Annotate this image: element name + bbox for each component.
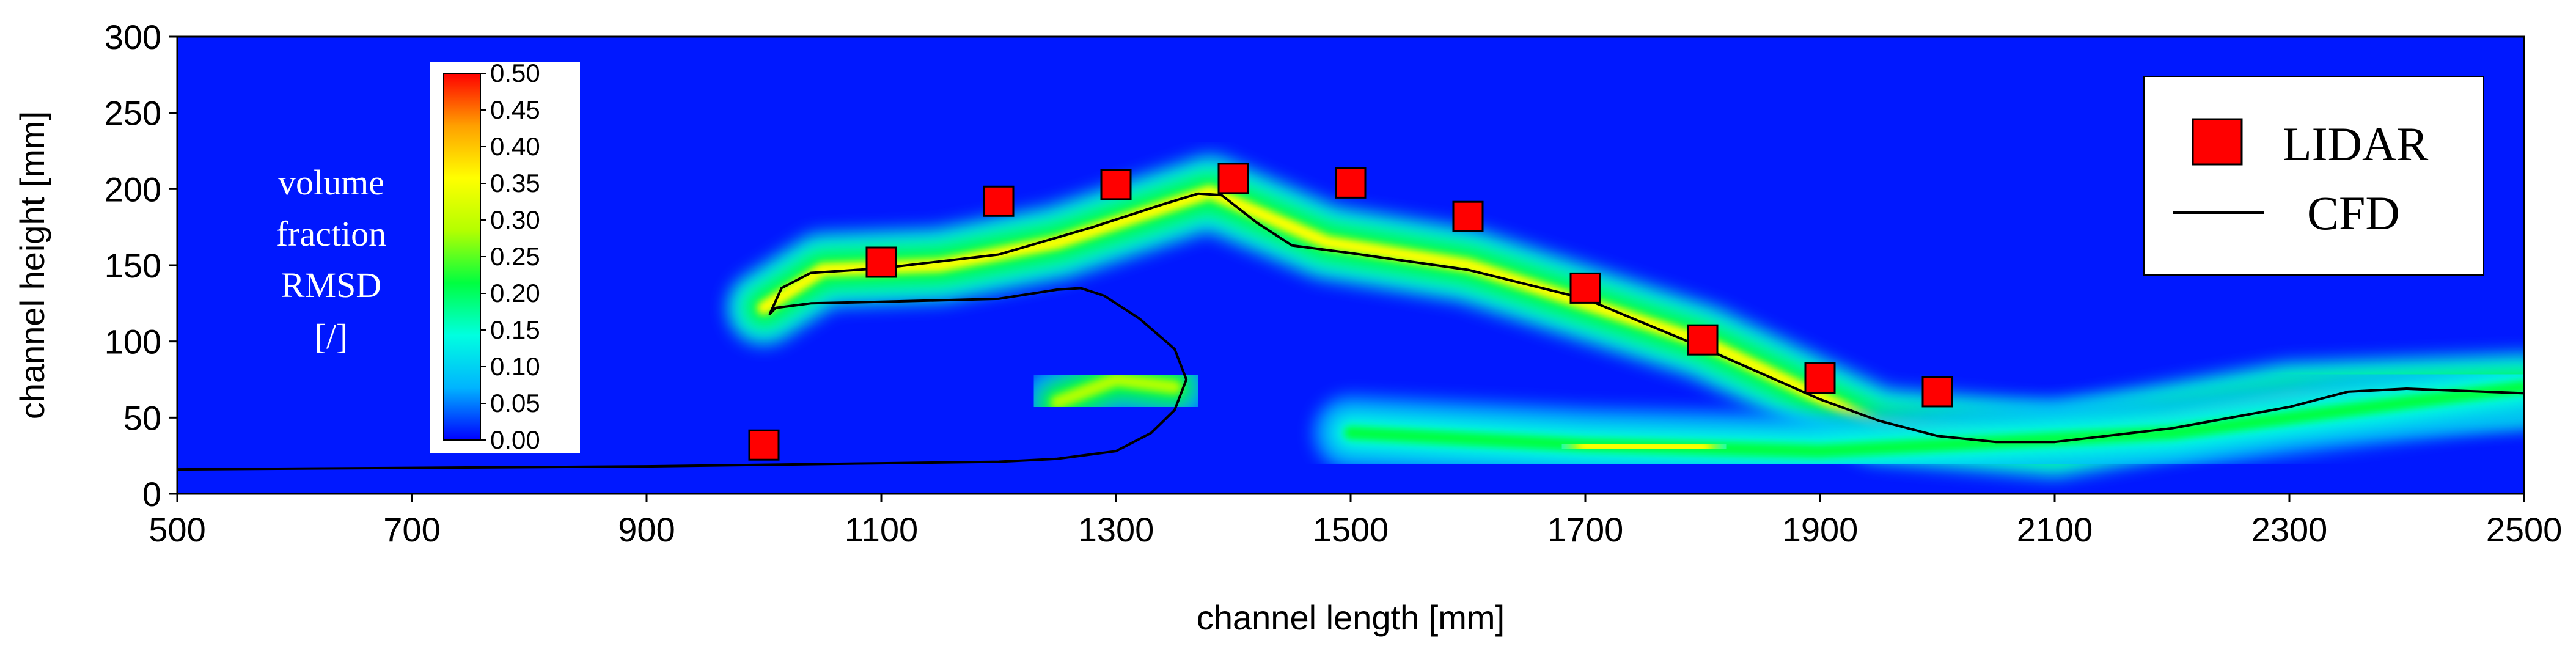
colorbar: 0.50 0.45 0.40 0.35 0.30 0.25 0.20 0.15 0.10 0.05…: [430, 59, 580, 454]
lidar-marker: [983, 185, 1015, 217]
x-tick-label: 700: [383, 510, 440, 549]
colorbar-tick-label: 0.25: [490, 242, 540, 271]
legend-lidar-label: LIDAR: [2283, 117, 2428, 170]
x-tick-label: 1300: [1078, 510, 1154, 549]
colorbar-tick-label: 0.45: [490, 95, 540, 124]
colorbar-tick-label: 0.50: [490, 59, 540, 87]
lidar-marker: [748, 429, 780, 461]
colorbar-tick-label: 0.40: [490, 132, 540, 161]
colorbar-tick-label: 0.00: [490, 425, 540, 454]
lidar-marker: [1569, 272, 1601, 304]
colorbar-ticks: 0.50 0.45 0.40 0.35 0.30 0.25 0.20 0.15 0.10 0.05…: [480, 59, 540, 454]
y-tick-label: 100: [105, 323, 161, 361]
x-tick-label: 900: [618, 510, 675, 549]
x-axis: 500 700 900 1100 1300 1500 1700 1900 2100 2300 250…: [149, 494, 2562, 549]
x-tick-label: 2100: [2017, 510, 2093, 549]
legend-lidar-marker: [2192, 118, 2243, 166]
x-tick-label: 500: [149, 510, 205, 549]
lidar-marker: [1217, 163, 1249, 194]
x-tick-label: 1500: [1313, 510, 1389, 549]
legend-cfd-label: CFD: [2307, 186, 2400, 240]
x-tick-label: 1700: [1547, 510, 1624, 549]
lidar-marker: [865, 246, 897, 278]
legend-box: [2143, 76, 2484, 276]
x-axis-title: channel length [mm]: [1197, 598, 1505, 637]
lidar-marker: [1335, 167, 1367, 199]
y-tick-label: 250: [105, 94, 161, 133]
field-core: [1579, 438, 1709, 455]
colorbar-tick-label: 0.05: [490, 389, 540, 417]
lidar-marker: [1804, 362, 1836, 394]
x-tick-label: 2300: [2251, 510, 2328, 549]
cfd-line-group: [177, 192, 2524, 471]
y-tick-label: 300: [105, 18, 161, 56]
field-core: [1051, 373, 1181, 409]
colorbar-title-line: [/]: [315, 317, 348, 356]
lidar-marker: [1452, 200, 1484, 232]
y-tick-label: 150: [105, 246, 161, 285]
y-tick-label: 50: [123, 398, 161, 437]
colorbar-title: volume fraction RMSD [/]: [276, 163, 386, 356]
y-axis: 0 50 100 150 200 250 300: [105, 18, 177, 513]
y-axis-title: channel height [mm]: [13, 111, 51, 419]
colorbar-tick-label: 0.35: [490, 169, 540, 197]
colorbar-title-line: volume: [278, 163, 384, 202]
colorbar-title-line: fraction: [276, 214, 386, 254]
x-tick-label: 1900: [1782, 510, 1859, 549]
field-core: [1344, 380, 2524, 458]
colorbar-title-line: RMSD: [281, 265, 381, 305]
cfd-line: [177, 192, 2524, 471]
x-tick-label: 1100: [845, 510, 918, 549]
colorbar-tick-label: 0.30: [490, 205, 540, 234]
x-tick-label: 2500: [2486, 510, 2563, 549]
y-tick-label: 0: [142, 475, 161, 513]
lidar-marker-group: [748, 163, 1953, 461]
colorbar-tick-label: 0.20: [490, 279, 540, 307]
rmsd-field: [727, 155, 2524, 488]
colorbar-scale: [443, 73, 481, 441]
legend: LIDAR CFD: [2143, 76, 2484, 276]
lidar-marker: [1100, 169, 1132, 200]
y-tick-label: 200: [105, 170, 161, 208]
lidar-marker: [1921, 376, 1953, 408]
colorbar-tick-label: 0.15: [490, 315, 540, 344]
lidar-marker: [1687, 324, 1719, 356]
colorbar-tick-label: 0.10: [490, 352, 540, 381]
